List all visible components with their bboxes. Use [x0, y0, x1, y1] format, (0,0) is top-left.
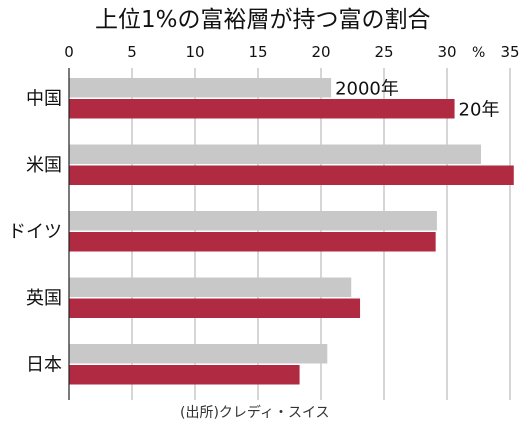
bar-series2 — [69, 99, 455, 119]
x-tick-label: 20 — [311, 43, 330, 61]
category-label: 英国 — [26, 288, 62, 309]
series-label: 2000年 — [335, 79, 399, 100]
chart-title: 上位1%の富裕層が持つ富の割合 — [95, 7, 431, 33]
x-tick-label: 15 — [248, 43, 267, 61]
x-tick-label: 25 — [374, 43, 393, 61]
x-axis-unit: % — [472, 45, 485, 61]
series-labels: 2000年 20年 — [335, 79, 499, 121]
source-note: (出所)クレディ・スイス — [180, 404, 330, 421]
category-label: 米国 — [26, 155, 62, 176]
bar-series1 — [69, 211, 437, 231]
bar-series1 — [69, 144, 482, 164]
category-label: 日本 — [26, 354, 62, 375]
series-label: 20年 — [459, 100, 500, 121]
bar-series1 — [69, 277, 352, 297]
category-label: 中国 — [26, 88, 62, 109]
bar-series2 — [69, 298, 361, 318]
bars — [69, 78, 514, 385]
bar-series1 — [69, 78, 332, 98]
x-tick-label: 0 — [64, 43, 74, 61]
category-label: ドイツ — [8, 221, 62, 242]
bar-series2 — [69, 232, 436, 252]
x-axis-ticks: 0 5 10 15 20 25 30 35 — [64, 43, 519, 61]
x-tick-label: 5 — [127, 43, 137, 61]
x-tick-label: 10 — [185, 43, 204, 61]
bar-series2 — [69, 365, 300, 385]
x-tick-label: 30 — [437, 43, 456, 61]
bar-series2 — [69, 165, 514, 185]
bar-series1 — [69, 344, 328, 364]
x-tick-label: 35 — [500, 43, 519, 61]
